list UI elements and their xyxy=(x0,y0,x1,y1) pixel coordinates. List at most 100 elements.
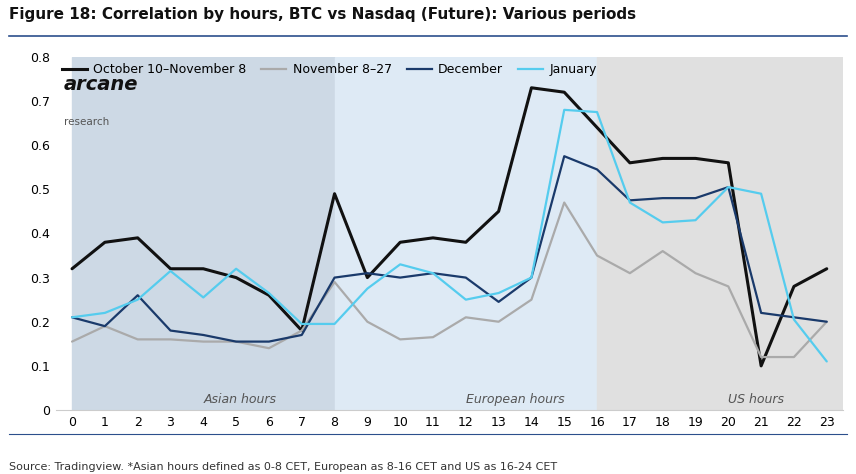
November 8–27 xyxy=(428,334,438,340)
October 10–November 8 xyxy=(493,209,503,214)
Legend: October 10–November 8, November 8–27, December, January: October 10–November 8, November 8–27, De… xyxy=(62,63,597,76)
November 8–27 xyxy=(493,319,503,325)
November 8–27 xyxy=(625,270,635,276)
October 10–November 8 xyxy=(559,89,569,95)
Text: arcane: arcane xyxy=(63,74,138,93)
December xyxy=(428,270,438,276)
Bar xyxy=(72,57,335,410)
January xyxy=(625,200,635,205)
January xyxy=(723,184,734,190)
Text: research: research xyxy=(63,117,109,127)
October 10–November 8 xyxy=(526,85,537,91)
January xyxy=(756,191,766,197)
November 8–27 xyxy=(133,337,143,342)
December xyxy=(264,339,274,345)
January xyxy=(296,321,306,327)
January xyxy=(822,359,832,365)
November 8–27 xyxy=(330,279,340,285)
October 10–November 8 xyxy=(822,266,832,272)
Line: January: January xyxy=(72,110,827,362)
January xyxy=(591,109,602,115)
January xyxy=(330,321,340,327)
December xyxy=(362,270,372,276)
October 10–November 8 xyxy=(756,363,766,369)
January xyxy=(690,218,700,223)
December xyxy=(822,319,832,325)
January xyxy=(493,290,503,296)
January xyxy=(559,107,569,113)
November 8–27 xyxy=(264,346,274,351)
October 10–November 8 xyxy=(461,239,471,245)
November 8–27 xyxy=(99,323,110,329)
November 8–27 xyxy=(526,297,537,302)
December xyxy=(591,166,602,172)
Text: Source: Tradingview. *Asian hours defined as 0-8 CET, European as 8-16 CET and U: Source: Tradingview. *Asian hours define… xyxy=(9,462,556,472)
October 10–November 8 xyxy=(428,235,438,241)
Bar xyxy=(597,57,856,410)
October 10–November 8 xyxy=(591,125,602,130)
October 10–November 8 xyxy=(99,239,110,245)
December xyxy=(723,184,734,190)
November 8–27 xyxy=(723,283,734,289)
December xyxy=(657,195,668,201)
Text: Figure 18: Correlation by hours, BTC vs Nasdaq (Future): Various periods: Figure 18: Correlation by hours, BTC vs … xyxy=(9,7,636,22)
January xyxy=(362,286,372,292)
October 10–November 8 xyxy=(657,155,668,161)
December xyxy=(198,332,208,338)
Text: US hours: US hours xyxy=(728,392,784,406)
Bar xyxy=(335,57,597,410)
November 8–27 xyxy=(788,354,799,360)
December xyxy=(67,314,77,320)
October 10–November 8 xyxy=(198,266,208,272)
January xyxy=(198,295,208,301)
October 10–November 8 xyxy=(67,266,77,272)
November 8–27 xyxy=(690,270,700,276)
December xyxy=(165,328,175,333)
December xyxy=(625,198,635,203)
December xyxy=(99,323,110,329)
December xyxy=(395,275,405,281)
October 10–November 8 xyxy=(264,292,274,298)
November 8–27 xyxy=(756,354,766,360)
October 10–November 8 xyxy=(231,275,241,281)
November 8–27 xyxy=(67,339,77,345)
January xyxy=(526,275,537,281)
January xyxy=(231,266,241,272)
January xyxy=(428,270,438,276)
November 8–27 xyxy=(165,337,175,342)
January xyxy=(165,268,175,274)
November 8–27 xyxy=(461,314,471,320)
November 8–27 xyxy=(657,248,668,254)
Line: November 8–27: November 8–27 xyxy=(72,202,827,357)
December xyxy=(690,195,700,201)
January xyxy=(657,219,668,225)
Line: December: December xyxy=(72,156,827,342)
October 10–November 8 xyxy=(296,328,306,333)
Line: October 10–November 8: October 10–November 8 xyxy=(72,88,827,366)
November 8–27 xyxy=(822,319,832,325)
November 8–27 xyxy=(231,339,241,345)
January xyxy=(395,262,405,267)
November 8–27 xyxy=(296,328,306,333)
December xyxy=(788,314,799,320)
November 8–27 xyxy=(591,253,602,258)
December xyxy=(493,299,503,305)
November 8–27 xyxy=(198,339,208,345)
October 10–November 8 xyxy=(133,235,143,241)
Text: European hours: European hours xyxy=(466,392,564,406)
October 10–November 8 xyxy=(690,155,700,161)
November 8–27 xyxy=(559,200,569,205)
December xyxy=(756,310,766,316)
October 10–November 8 xyxy=(395,239,405,245)
December xyxy=(559,154,569,159)
January xyxy=(264,290,274,296)
October 10–November 8 xyxy=(362,275,372,281)
January xyxy=(99,310,110,316)
Text: Asian hours: Asian hours xyxy=(203,392,276,406)
January xyxy=(133,297,143,302)
January xyxy=(788,317,799,322)
October 10–November 8 xyxy=(788,283,799,289)
December xyxy=(526,275,537,281)
November 8–27 xyxy=(362,319,372,325)
October 10–November 8 xyxy=(330,191,340,197)
